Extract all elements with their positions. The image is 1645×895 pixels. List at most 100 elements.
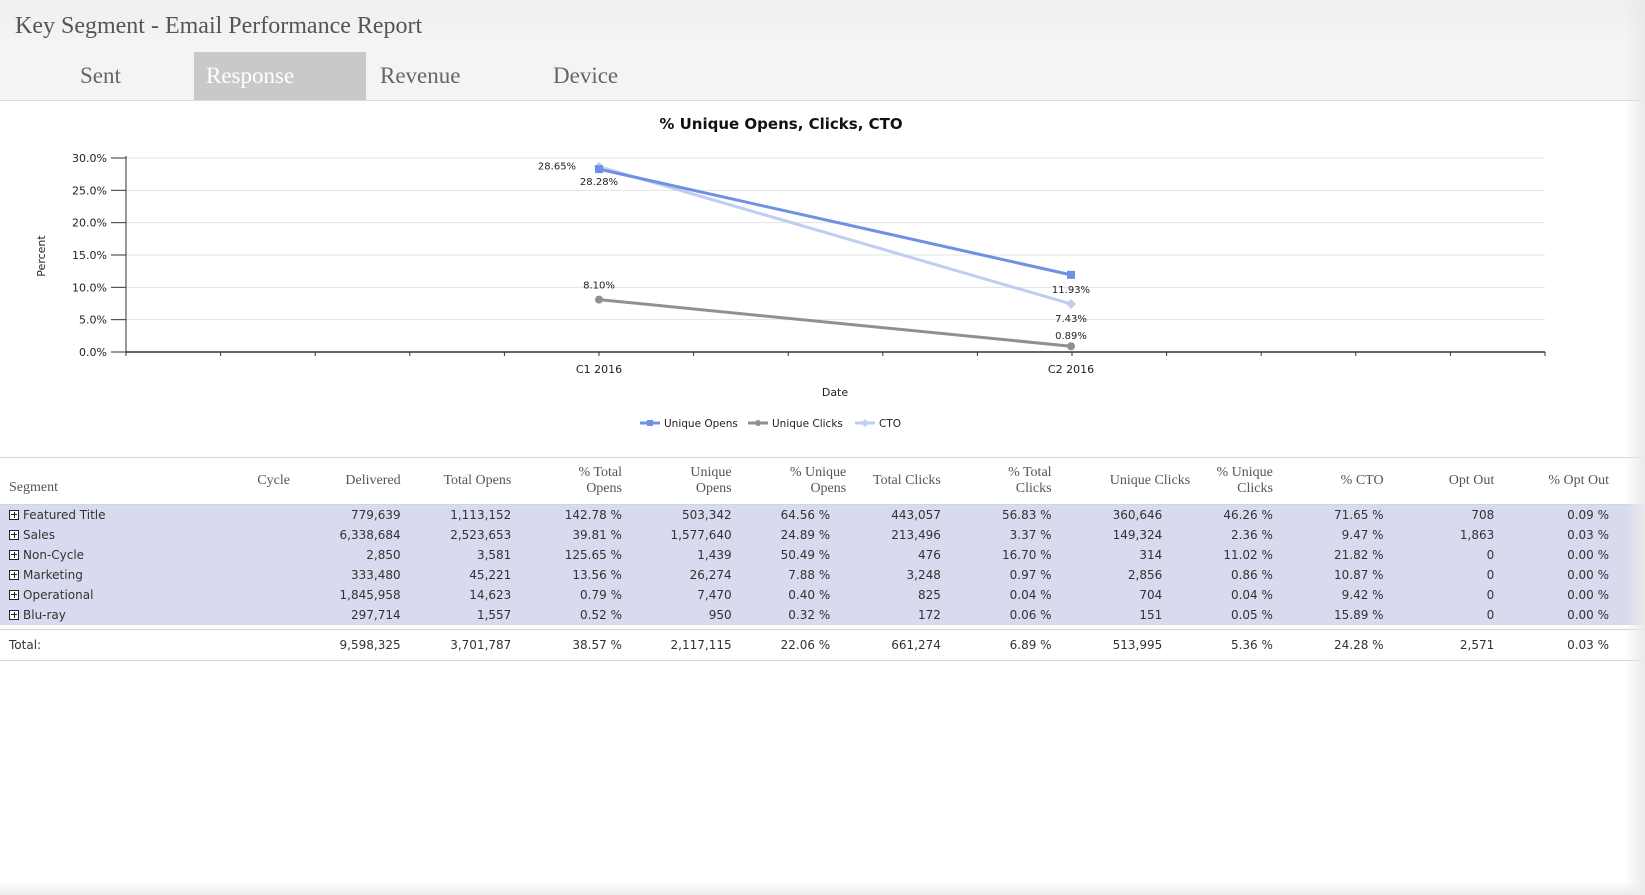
pct-unique-clicks-cell: 2.36 % — [1198, 525, 1309, 545]
opt-out-cell: 0 — [1419, 605, 1531, 625]
segment-name: Blu-ray — [23, 608, 66, 622]
cycle-cell — [241, 545, 326, 565]
expand-plus-icon[interactable] — [9, 609, 19, 620]
pct-unique-clicks-cell: 0.86 % — [1198, 565, 1309, 585]
delivered-cell: 297,714 — [325, 605, 437, 625]
total-pct-unique-clicks: 5.36 % — [1198, 629, 1309, 661]
delivered-cell: 1,845,958 — [325, 585, 437, 605]
tab-sent[interactable]: Sent — [0, 52, 172, 100]
header-total-opens[interactable]: Total Opens — [436, 458, 548, 505]
pct-total-opens-cell: 0.52 % — [547, 605, 658, 625]
pct-total-opens-cell: 142.78 % — [547, 504, 658, 525]
header-pct-cto[interactable]: % CTO — [1308, 458, 1420, 505]
tab-response[interactable]: Response — [194, 52, 366, 100]
table-row[interactable]: Non-Cycle 2,850 3,581 125.65 % 1,439 50.… — [0, 545, 1645, 565]
expand-plus-icon[interactable] — [9, 529, 19, 540]
legend-marker — [861, 419, 869, 427]
total-clicks-cell: 476 — [866, 545, 977, 565]
tab-sent-label: Sent — [80, 63, 121, 88]
header-total-clicks[interactable]: Total Clicks — [866, 458, 977, 505]
total-opens-cell: 3,581 — [436, 545, 548, 565]
pct-total-clicks-cell: 0.97 % — [976, 565, 1088, 585]
segment-cell: Operational — [0, 585, 242, 605]
total-row: Total: 9,598,325 3,701,787 38.57 % 2,117… — [0, 629, 1645, 661]
expand-plus-icon[interactable] — [9, 569, 19, 580]
pct-total-clicks-cell: 0.04 % — [976, 585, 1088, 605]
data-point — [1067, 270, 1075, 279]
header-cycle[interactable]: Cycle — [241, 458, 326, 505]
segment-name: Marketing — [23, 568, 83, 582]
line-chart: % Unique Opens, Clicks, CTO Percent Date… — [35, 115, 1546, 430]
data-point — [595, 165, 603, 174]
table-row[interactable]: Featured Title 779,639 1,113,152 142.78 … — [0, 504, 1645, 525]
unique-clicks-cell: 149,324 — [1087, 525, 1199, 545]
pct-opt-out-cell: 0.00 % — [1530, 585, 1645, 605]
total-pct-cto: 24.28 % — [1308, 629, 1420, 661]
total-total-opens: 3,701,787 — [436, 629, 548, 661]
series-line-cto — [598, 165, 1072, 306]
pct-cto-cell: 9.47 % — [1308, 525, 1420, 545]
expand-plus-icon[interactable] — [9, 549, 19, 560]
expand-plus-icon[interactable] — [9, 589, 19, 600]
header-pct-unique-opens[interactable]: % Unique Opens — [767, 458, 867, 505]
pct-unique-clicks-cell: 46.26 % — [1198, 504, 1309, 525]
header-pct-total-opens[interactable]: % Total Opens — [547, 458, 658, 505]
total-delivered: 9,598,325 — [325, 629, 437, 661]
table-row[interactable]: Marketing 333,480 45,221 13.56 % 26,274 … — [0, 565, 1645, 585]
tab-bar: Sent Response Revenue Device — [0, 52, 1645, 101]
pct-unique-clicks-cell: 11.02 % — [1198, 545, 1309, 565]
total-clicks-cell: 213,496 — [866, 525, 977, 545]
pct-opt-out-cell: 0.00 % — [1530, 565, 1645, 585]
total-clicks-cell: 825 — [866, 585, 977, 605]
table-row[interactable]: Sales 6,338,684 2,523,653 39.81 % 1,577,… — [0, 525, 1645, 545]
pct-unique-clicks-cell: 0.05 % — [1198, 605, 1309, 625]
unique-opens-cell: 1,439 — [657, 545, 768, 565]
total-unique-clicks: 513,995 — [1087, 629, 1199, 661]
delivered-cell: 2,850 — [325, 545, 437, 565]
data-label: 28.65% — [538, 162, 576, 173]
tab-device[interactable]: Device — [540, 52, 712, 100]
tab-response-label: Response — [206, 63, 295, 88]
pct-cto-cell: 15.89 % — [1308, 605, 1420, 625]
pct-cto-cell: 10.87 % — [1308, 565, 1420, 585]
table-header-row: Segment Cycle Delivered Total Opens % To… — [0, 458, 1645, 505]
data-point — [1066, 298, 1076, 309]
header-unique-opens[interactable]: Unique Opens — [657, 458, 768, 505]
legend-marker — [755, 420, 761, 426]
total-pct-total-clicks: 6.89 % — [976, 629, 1088, 661]
header-segment[interactable]: Segment — [0, 458, 242, 505]
x-tick-label: C2 2016 — [1048, 363, 1094, 376]
header-opt-out[interactable]: Opt Out — [1419, 458, 1531, 505]
pct-total-opens-cell: 0.79 % — [547, 585, 658, 605]
header-delivered[interactable]: Delivered — [325, 458, 437, 505]
pct-unique-opens-cell: 7.88 % — [767, 565, 867, 585]
legend-label: Unique Opens — [664, 418, 738, 430]
expand-plus-icon[interactable] — [9, 509, 19, 520]
pct-cto-cell: 71.65 % — [1308, 504, 1420, 525]
y-tick-label: 0.0% — [79, 346, 107, 359]
table-row[interactable]: Operational 1,845,958 14,623 0.79 % 7,47… — [0, 585, 1645, 605]
total-clicks-cell: 172 — [866, 605, 977, 625]
pct-opt-out-cell: 0.03 % — [1530, 525, 1645, 545]
header-pct-unique-clicks[interactable]: % Unique Clicks — [1198, 458, 1309, 505]
response-chart: % Unique Opens, Clicks, CTO Percent Date… — [0, 102, 1645, 457]
header-unique-clicks[interactable]: Unique Clicks — [1087, 458, 1199, 505]
unique-opens-cell: 950 — [657, 605, 768, 625]
cycle-cell — [241, 525, 326, 545]
delivered-cell: 779,639 — [325, 504, 437, 525]
table-row[interactable]: Blu-ray 297,714 1,557 0.52 % 950 0.32 % … — [0, 605, 1645, 625]
legend-label: Unique Clicks — [772, 418, 843, 430]
total-total-clicks: 661,274 — [866, 629, 977, 661]
tab-revenue[interactable]: Revenue — [367, 52, 539, 100]
unique-opens-cell: 7,470 — [657, 585, 768, 605]
y-tick-label: 5.0% — [79, 314, 107, 327]
series-line-unique-opens — [598, 167, 1072, 277]
unique-opens-cell: 26,274 — [657, 565, 768, 585]
opt-out-cell: 1,863 — [1419, 525, 1531, 545]
data-label: 8.10% — [583, 281, 615, 292]
header-pct-total-clicks[interactable]: % Total Clicks — [976, 458, 1088, 505]
segment-table-wrap: Segment Cycle Delivered Total Opens % To… — [0, 457, 1645, 661]
pct-unique-clicks-cell: 0.04 % — [1198, 585, 1309, 605]
pct-total-opens-cell: 13.56 % — [547, 565, 658, 585]
